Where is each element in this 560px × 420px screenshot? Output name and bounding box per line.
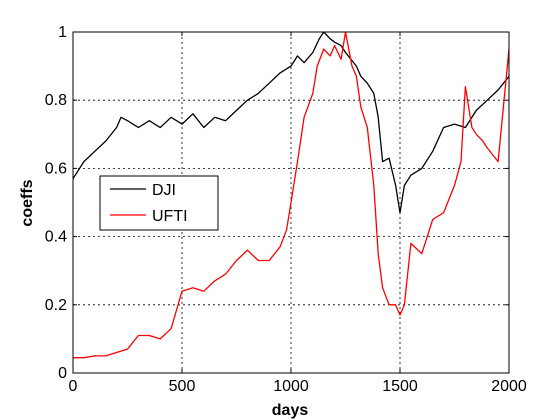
y-axis-label: coeffs [19, 179, 36, 226]
x-tick-label: 1000 [273, 378, 309, 395]
y-tick-label: 1 [58, 24, 67, 41]
x-tick-label: 0 [69, 378, 78, 395]
legend-box [99, 175, 219, 231]
x-tick-label: 1500 [382, 378, 418, 395]
series-line-ufti [73, 31, 510, 359]
x-axis-label: days [272, 402, 309, 419]
y-tick-label: 0.6 [45, 160, 67, 177]
legend: DJI UFTI [99, 175, 219, 231]
series-layer [72, 31, 510, 359]
legend-label-ufti: UFTI [152, 208, 188, 225]
x-tick-label: 2000 [491, 378, 527, 395]
y-tick-label: 0.8 [45, 92, 67, 109]
series-line-dji [72, 31, 510, 214]
y-tick-label: 0.4 [45, 229, 67, 246]
y-tick-label: 0 [58, 365, 67, 382]
axis-ticks: 0 500 1000 1500 2000 0 0.2 0.4 0.6 0.8 1 [45, 24, 527, 395]
legend-label-dji: DJI [152, 182, 176, 199]
y-tick-label: 0.2 [45, 297, 67, 314]
x-tick-label: 500 [169, 378, 196, 395]
